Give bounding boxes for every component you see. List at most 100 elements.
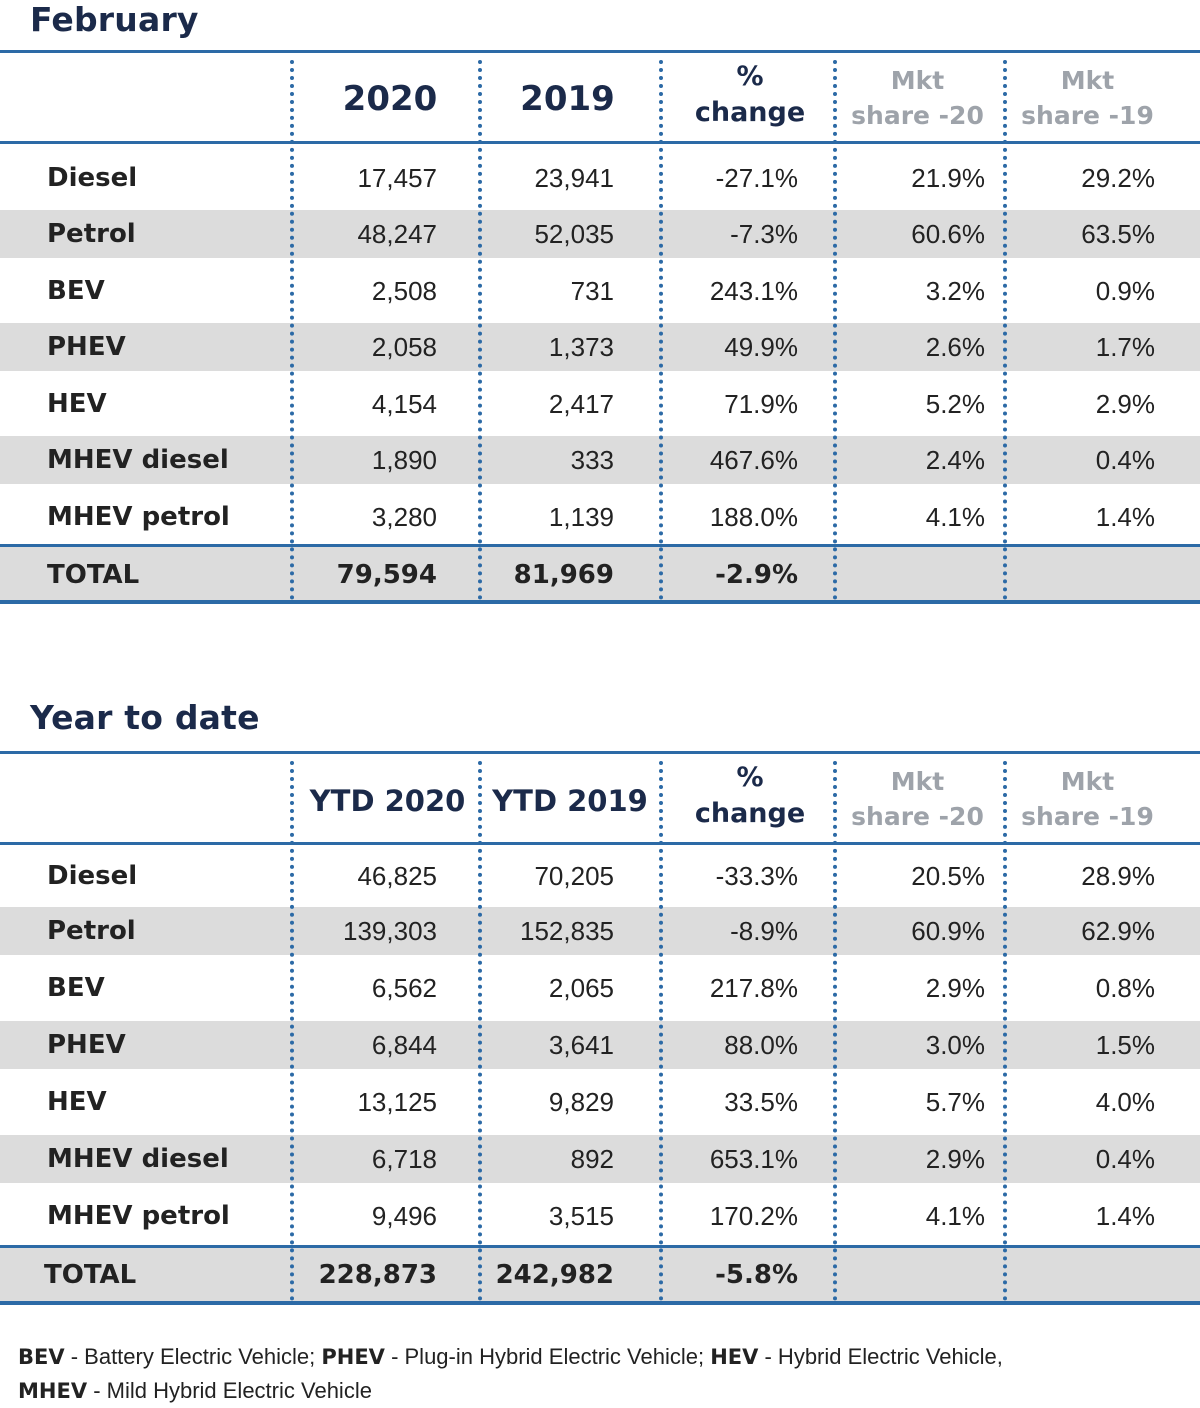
mkt-share-19: 1.5%	[1095, 1030, 1155, 1060]
bottom-rule	[0, 600, 1200, 604]
section-title: February	[30, 0, 199, 39]
total-label: TOTAL	[47, 560, 140, 590]
row-label: MHEV petrol	[47, 502, 230, 532]
total-row: TOTAL 228,873 242,982 -5.8%	[0, 1248, 1200, 1301]
mkt-share-20: 4.1%	[925, 1201, 985, 1231]
header-pct-change: % change	[665, 59, 835, 131]
header-2020: 2020	[342, 79, 438, 119]
value-ytd-2019: 9,829	[548, 1087, 614, 1117]
value-ytd-2019: 2,065	[548, 973, 614, 1003]
header-2019: 2019	[520, 79, 615, 119]
value-2019: 731	[570, 276, 614, 306]
value-2019: 1,373	[548, 332, 614, 362]
mkt-share-20: 2.9%	[925, 973, 985, 1003]
total-label: TOTAL	[44, 1260, 137, 1290]
top-rule	[0, 751, 1200, 754]
value-ytd-2020: 139,303	[343, 916, 437, 946]
value-2020: 17,457	[357, 163, 437, 193]
row-label: HEV	[47, 389, 107, 419]
pct-change: 71.9%	[724, 389, 798, 419]
mkt-share-20: 5.2%	[925, 389, 985, 419]
mkt-share-19: 1.7%	[1095, 332, 1155, 362]
table-row: MHEV petrol 3,280 1,139 188.0% 4.1% 1.4%	[0, 493, 1200, 541]
value-2020: 4,154	[371, 389, 437, 419]
mkt-share-20: 3.0%	[925, 1030, 985, 1060]
value-2019: 52,035	[534, 219, 614, 249]
mkt-share-19: 0.4%	[1095, 445, 1155, 475]
table-row: BEV 6,562 2,065 217.8% 2.9% 0.8%	[0, 964, 1200, 1012]
header-change-word: change	[694, 798, 806, 829]
header-ytd-2019: YTD 2019	[492, 784, 648, 818]
mkt-share-20: 3.2%	[925, 276, 985, 306]
row-label: Diesel	[47, 861, 138, 891]
hev-definition: - Hybrid Electric Vehicle,	[758, 1344, 1003, 1369]
table-row: MHEV diesel 1,890 333 467.6% 2.4% 0.4%	[0, 436, 1200, 484]
header-rule	[0, 842, 1200, 845]
table-row: Diesel 46,825 70,205 -33.3% 20.5% 28.9%	[0, 852, 1200, 900]
header-mkt-word: Mkt	[1060, 66, 1115, 95]
abbreviation-footnote: BEV - Battery Electric Vehicle; PHEV - P…	[18, 1340, 1188, 1408]
column-divider	[659, 761, 663, 1301]
table-header: 2020 2019 % change Mkt share -20 Mkt sha…	[0, 53, 1200, 141]
bev-definition: - Battery Electric Vehicle;	[64, 1344, 322, 1369]
row-label: Petrol	[47, 219, 136, 249]
mkt-share-19: 1.4%	[1095, 502, 1155, 532]
mkt-share-20: 2.6%	[925, 332, 985, 362]
mhev-abbr: MHEV	[18, 1379, 88, 1403]
mkt-share-19: 1.4%	[1095, 1201, 1155, 1231]
column-divider	[833, 60, 837, 600]
value-2020: 2,058	[371, 332, 437, 362]
header-pct-symbol: %	[736, 762, 764, 793]
total-ytd-2019: 242,982	[495, 1260, 614, 1290]
total-top-rule	[0, 544, 1200, 547]
total-top-rule	[0, 1245, 1200, 1248]
mkt-share-19: 0.8%	[1095, 973, 1155, 1003]
mkt-share-19: 0.4%	[1095, 1144, 1155, 1174]
row-label: MHEV diesel	[47, 445, 229, 475]
value-ytd-2020: 6,844	[371, 1030, 437, 1060]
bottom-rule	[0, 1301, 1200, 1305]
value-ytd-2020: 46,825	[357, 861, 437, 891]
value-ytd-2020: 9,496	[371, 1201, 437, 1231]
mkt-share-19: 4.0%	[1095, 1087, 1155, 1117]
value-2020: 1,890	[371, 445, 437, 475]
row-label: MHEV diesel	[47, 1144, 229, 1174]
value-2019: 333	[570, 445, 614, 475]
header-pct-change: % change	[665, 760, 835, 832]
pct-change: 217.8%	[709, 973, 798, 1003]
value-ytd-2019: 3,641	[548, 1030, 614, 1060]
table-row: MHEV diesel 6,718 892 653.1% 2.9% 0.4%	[0, 1135, 1200, 1183]
value-ytd-2019: 152,835	[520, 916, 614, 946]
mkt-share-20: 60.9%	[911, 916, 985, 946]
value-2020: 48,247	[357, 219, 437, 249]
mkt-share-20: 2.4%	[925, 445, 985, 475]
pct-change: 49.9%	[724, 332, 798, 362]
header-mkt-word: Mkt	[1060, 767, 1115, 796]
header-share-19: share -19	[1021, 101, 1154, 130]
pct-change: 467.6%	[709, 445, 798, 475]
mkt-share-20: 5.7%	[925, 1087, 985, 1117]
row-label: BEV	[47, 276, 105, 306]
value-2019: 23,941	[534, 163, 614, 193]
header-mkt-share-20: Mkt share -20	[835, 764, 1000, 834]
header-mkt-share-19: Mkt share -19	[1005, 63, 1170, 133]
header-change-word: change	[694, 97, 806, 128]
top-rule	[0, 50, 1200, 53]
row-label: Petrol	[47, 916, 136, 946]
table-row: Petrol 139,303 152,835 -8.9% 60.9% 62.9%	[0, 907, 1200, 955]
pct-change: 88.0%	[724, 1030, 798, 1060]
value-ytd-2020: 6,562	[371, 973, 437, 1003]
table-row: MHEV petrol 9,496 3,515 170.2% 4.1% 1.4%	[0, 1192, 1200, 1240]
total-pct-change: -5.8%	[715, 1260, 798, 1290]
column-divider	[833, 761, 837, 1301]
pct-change: 170.2%	[709, 1201, 798, 1231]
pct-change: -7.3%	[730, 219, 798, 249]
value-2020: 2,508	[371, 276, 437, 306]
value-ytd-2019: 70,205	[534, 861, 614, 891]
mkt-share-19: 0.9%	[1095, 276, 1155, 306]
row-label: Diesel	[47, 163, 138, 193]
header-share-20: share -20	[851, 802, 984, 831]
row-label: PHEV	[47, 1030, 126, 1060]
column-divider	[1003, 60, 1007, 600]
pct-change: -27.1%	[715, 163, 798, 193]
